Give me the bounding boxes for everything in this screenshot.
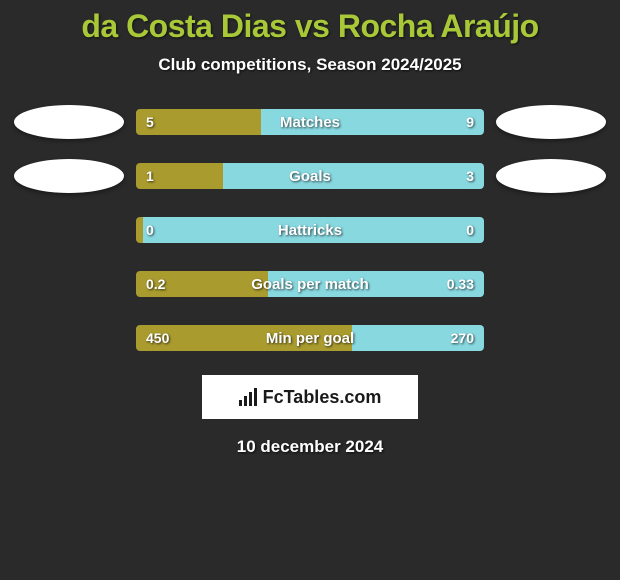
stat-bar: 0.2Goals per match0.33 bbox=[136, 271, 484, 297]
stat-bar: 5Matches9 bbox=[136, 109, 484, 135]
stat-row: 5Matches9 bbox=[0, 105, 620, 139]
brand-badge[interactable]: FcTables.com bbox=[202, 375, 418, 419]
stat-row: 450Min per goal270 bbox=[0, 321, 620, 355]
stat-bar: 0Hattricks0 bbox=[136, 217, 484, 243]
stat-row: 0.2Goals per match0.33 bbox=[0, 267, 620, 301]
stat-value-right: 0.33 bbox=[447, 271, 474, 297]
brand-chart-icon bbox=[239, 388, 257, 406]
player-left-oval bbox=[14, 105, 124, 139]
stat-row: 1Goals3 bbox=[0, 159, 620, 193]
player-right-oval bbox=[496, 105, 606, 139]
brand-text: FcTables.com bbox=[263, 387, 382, 408]
subtitle: Club competitions, Season 2024/2025 bbox=[0, 55, 620, 75]
stat-value-right: 9 bbox=[466, 109, 474, 135]
stat-bar: 1Goals3 bbox=[136, 163, 484, 189]
date: 10 december 2024 bbox=[0, 437, 620, 457]
stat-bar: 450Min per goal270 bbox=[136, 325, 484, 351]
stat-label: Goals bbox=[136, 163, 484, 189]
stat-label: Goals per match bbox=[136, 271, 484, 297]
stat-value-right: 270 bbox=[451, 325, 474, 351]
title: da Costa Dias vs Rocha Araújo bbox=[0, 8, 620, 45]
stats-list: 5Matches9 1Goals3 0Hattricks0 0.2Goals per … bbox=[0, 105, 620, 355]
player-left-oval bbox=[14, 159, 124, 193]
player-right-oval bbox=[496, 159, 606, 193]
comparison-card: da Costa Dias vs Rocha Araújo Club compe… bbox=[0, 0, 620, 457]
stat-label: Matches bbox=[136, 109, 484, 135]
stat-label: Min per goal bbox=[136, 325, 484, 351]
stat-value-right: 0 bbox=[466, 217, 474, 243]
stat-value-right: 3 bbox=[466, 163, 474, 189]
stat-row: 0Hattricks0 bbox=[0, 213, 620, 247]
stat-label: Hattricks bbox=[136, 217, 484, 243]
